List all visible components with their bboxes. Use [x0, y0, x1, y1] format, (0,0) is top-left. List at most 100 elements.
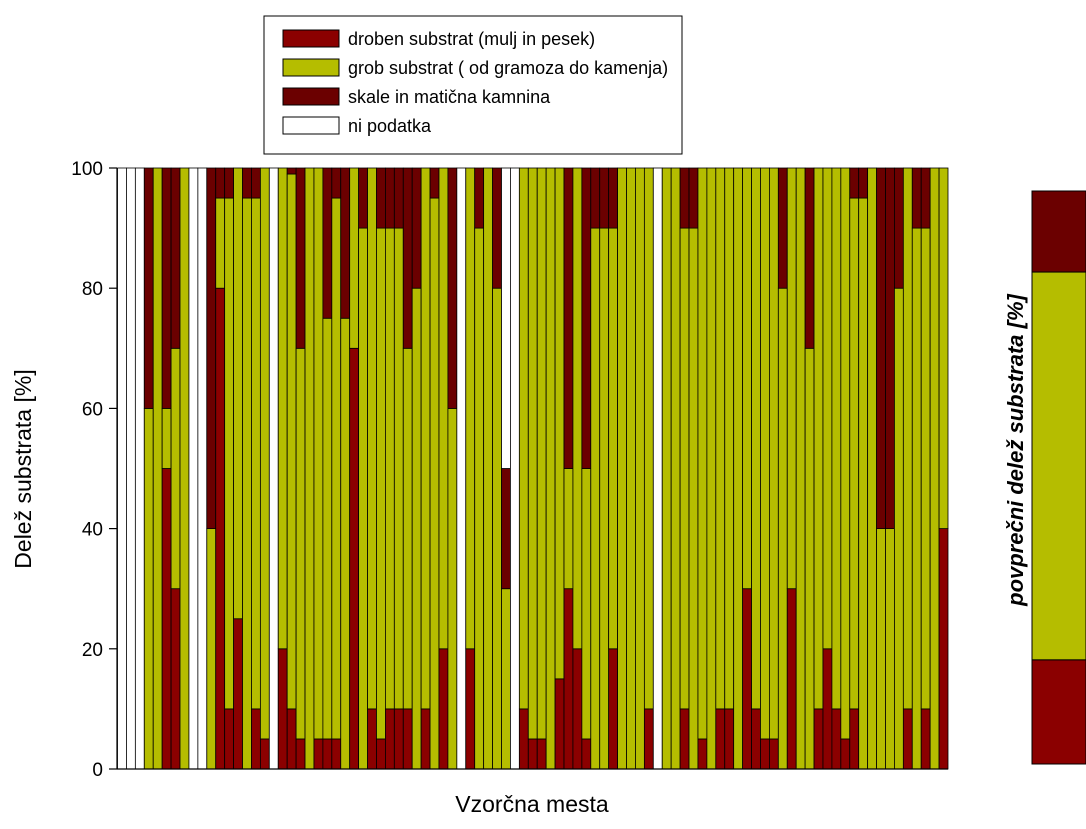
bar-54-seg-3: [590, 167, 601, 229]
y-ticks: 0 20 40 60 80 100: [71, 159, 117, 781]
bar-36-seg-2: [429, 197, 440, 770]
bar-17-seg-1: [259, 738, 270, 770]
bar-13-seg-2: [224, 197, 234, 710]
bar-37-seg-2: [438, 167, 449, 650]
bar-68-seg-2: [715, 167, 726, 710]
bar-13-seg-1: [224, 708, 234, 770]
bar-46-seg-2: [518, 167, 529, 710]
legend-label-rock: skale in matična kamnina: [348, 87, 551, 107]
bar-48-seg-1: [536, 738, 547, 770]
bar-27-seg-1: [349, 347, 360, 770]
bar-82-seg-2: [840, 167, 851, 740]
bar-11-seg-2: [206, 528, 217, 770]
bar-47-seg-1: [527, 738, 538, 770]
bar-87-seg-3: [885, 167, 895, 530]
legend: droben substrat (mulj in pesek) grob sub…: [263, 15, 683, 155]
bar-17-seg-2: [259, 167, 270, 740]
bar-56-seg-2: [608, 227, 618, 650]
bar-34-seg-3: [411, 167, 422, 289]
bar-47-seg-2: [527, 167, 538, 740]
average-bar: [1031, 190, 1086, 765]
bar-16-seg-1: [251, 708, 261, 770]
bar-63-seg-2: [670, 167, 681, 770]
bar-30-seg-1: [376, 738, 386, 770]
bar-31-seg-3: [385, 167, 395, 229]
bar-50-seg-2: [554, 167, 565, 680]
bar-39-nodata: [456, 167, 467, 770]
bar-51-seg-3: [563, 167, 574, 469]
average-seg-2: [1031, 271, 1086, 661]
bar-91-seg-2: [920, 227, 931, 710]
bar-24-seg-3: [322, 167, 333, 319]
bar-51-seg-1: [563, 588, 574, 770]
bar-62-seg-2: [661, 167, 672, 770]
bar-21-seg-1: [295, 738, 306, 770]
bar-14-seg-1: [233, 618, 243, 770]
legend-label-coarse: grob substrat ( od gramoza do kamenja): [348, 58, 668, 78]
bar-12-seg-3: [215, 167, 226, 199]
bar-83-seg-1: [849, 708, 860, 770]
bar-89-seg-1: [902, 708, 913, 770]
bar-48-seg-2: [536, 167, 547, 740]
bar-30-seg-3: [376, 167, 386, 229]
bar-70-seg-2: [733, 167, 744, 770]
bar-45-nodata: [510, 167, 520, 770]
bar-76-seg-2: [786, 167, 797, 590]
bar-23-seg-2: [313, 167, 324, 740]
axes: [116, 168, 948, 770]
bar-4-seg-2: [143, 407, 154, 770]
bar-28-seg-2: [358, 227, 368, 770]
bar-11-seg-3: [206, 167, 217, 530]
bar-80-seg-2: [822, 167, 833, 650]
bar-43-seg-2: [492, 287, 502, 770]
bar-19-seg-1: [277, 648, 288, 770]
bar-6-seg-3: [161, 167, 172, 409]
bar-81-seg-1: [831, 708, 842, 770]
bar-57-seg-2: [617, 167, 627, 770]
bar-44-seg-3: [501, 468, 511, 590]
bar-36-seg-3: [429, 167, 440, 199]
bar-26-seg-2: [340, 317, 351, 770]
bar-71-seg-1: [742, 588, 752, 770]
bar-44-nodata: [501, 167, 511, 469]
bar-79-seg-2: [813, 167, 824, 710]
bar-93-seg-1: [938, 528, 949, 770]
bar-6-seg-1: [161, 468, 172, 770]
bar-78-seg-2: [804, 347, 815, 770]
bar-91-seg-3: [920, 167, 931, 229]
bar-77-seg-2: [795, 167, 806, 770]
bar-16-seg-3: [251, 167, 261, 199]
bar-69-seg-1: [724, 708, 735, 770]
bar-25-seg-1: [331, 738, 342, 770]
bar-85-seg-2: [867, 167, 877, 770]
legend-swatch-rock: [282, 87, 340, 106]
bar-30-seg-2: [376, 227, 386, 740]
legend-swatch-nodata: [282, 116, 340, 135]
bar-71-seg-2: [742, 167, 752, 590]
bar-53-seg-1: [581, 738, 592, 770]
bar-20-seg-3: [286, 167, 297, 175]
bar-73-seg-1: [760, 738, 770, 770]
bar-41-seg-2: [474, 227, 485, 770]
bar-12-seg-2: [215, 197, 226, 289]
bar-88-seg-3: [894, 167, 904, 289]
bar-13-seg-3: [224, 167, 234, 199]
bar-26-seg-3: [340, 167, 351, 319]
bar-53-seg-2: [581, 468, 592, 740]
bar-67-seg-2: [706, 167, 717, 770]
bar-24-seg-2: [322, 317, 333, 740]
bar-31-seg-2: [385, 227, 395, 710]
bar-68-seg-1: [715, 708, 726, 770]
bar-8-seg-2: [179, 167, 190, 770]
bar-15-seg-2: [242, 197, 252, 770]
bar-78-seg-3: [804, 167, 815, 349]
bar-75-seg-3: [777, 167, 788, 289]
average-seg-1: [1031, 659, 1086, 765]
bar-38-seg-2: [447, 407, 458, 770]
bar-56-seg-1: [608, 648, 618, 770]
bar-82-seg-1: [840, 738, 851, 770]
y-tick-label-80: 80: [82, 279, 103, 300]
bar-10-nodata: [197, 167, 208, 770]
bar-25-seg-2: [331, 197, 342, 740]
